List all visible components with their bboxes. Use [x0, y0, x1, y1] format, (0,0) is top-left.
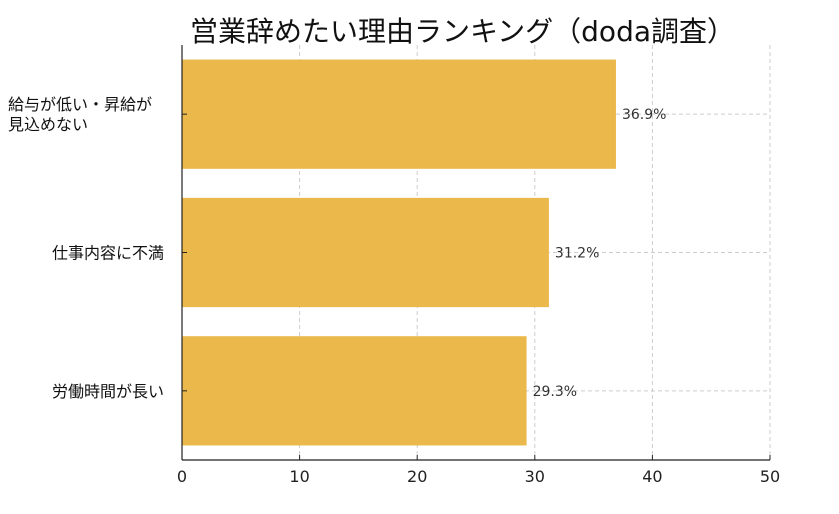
- chart-title: 営業辞めたい理由ランキング（doda調査）: [190, 15, 735, 48]
- x-tick-label: 50: [760, 467, 780, 486]
- x-tick-label: 40: [642, 467, 662, 486]
- bar: [182, 336, 527, 446]
- category-label: 見込めない: [8, 115, 88, 134]
- bar: [182, 197, 549, 308]
- x-tick-label: 30: [525, 467, 545, 486]
- category-label: 仕事内容に不満: [52, 244, 164, 263]
- x-tick-label: 20: [407, 467, 427, 486]
- category-label: 労働時間が長い: [52, 382, 164, 401]
- data-label: 36.9%: [622, 107, 666, 123]
- bar: [182, 59, 616, 169]
- data-label: 31.2%: [555, 246, 599, 262]
- category-label: 給与が低い・昇給が: [8, 95, 152, 114]
- data-label: 29.3%: [533, 384, 577, 400]
- x-tick-label: 10: [289, 467, 309, 486]
- x-tick-label: 0: [177, 467, 187, 486]
